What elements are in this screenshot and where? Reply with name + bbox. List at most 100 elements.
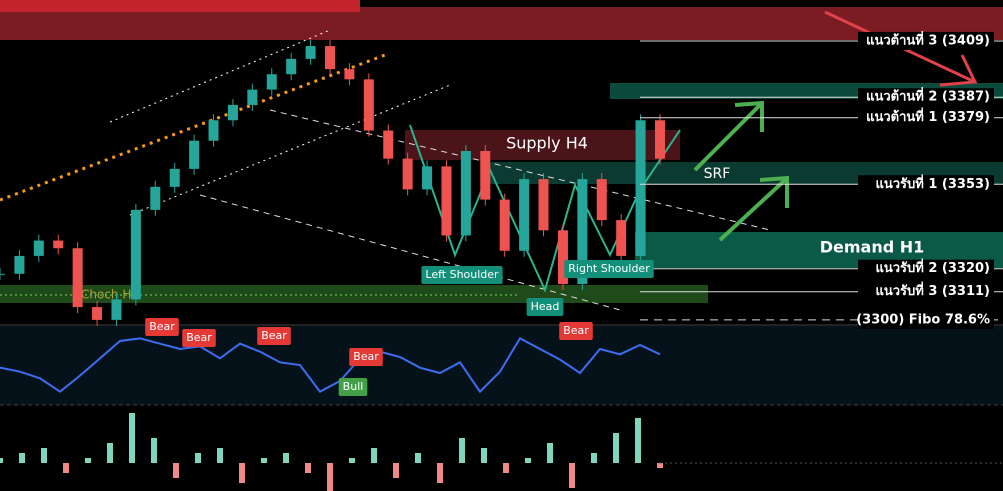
pattern-label-bg [526, 298, 564, 316]
supply-zone [405, 130, 680, 160]
zone-label: Supply H4 [506, 134, 588, 153]
candle [402, 158, 413, 190]
histogram-bar [0, 458, 3, 463]
signal-label-bg [257, 327, 291, 345]
signal-label-bg [559, 322, 593, 340]
signal-label: Bear [149, 320, 175, 333]
level-label: แนวต้านที่ 1 (3379) [866, 107, 990, 125]
candle [53, 240, 64, 249]
level-label: แนวต้านที่ 2 (3387) [866, 87, 990, 105]
channel-line [109, 29, 331, 123]
histogram-bar [547, 443, 553, 463]
candle [169, 168, 180, 187]
histogram-bar [305, 463, 311, 473]
candle [92, 307, 103, 320]
histogram-bar [503, 463, 509, 473]
signal-label-bg [349, 348, 383, 366]
candle [189, 140, 200, 169]
level-label-bg [858, 282, 994, 301]
resistance-zone-top [0, 0, 360, 12]
level-label: (3300) Fibo 78.6% [856, 312, 990, 327]
rsi-line [0, 337, 661, 394]
marks: แนวต้านที่ 3 (3409) แนวต้านที่ 2 (3387) แน… [0, 30, 1003, 491]
candle [383, 130, 394, 159]
channel-line [269, 109, 771, 231]
signal-label: Bear [353, 350, 379, 363]
candle [305, 46, 316, 59]
histogram-bar [459, 438, 465, 463]
candle [344, 69, 355, 80]
rsi-panel [0, 326, 1003, 405]
histogram-bar [151, 438, 157, 463]
candle [596, 179, 607, 221]
histogram-bar [19, 453, 25, 463]
candle [519, 179, 530, 251]
candle [286, 58, 297, 75]
signal-label: Bear [186, 331, 212, 344]
signal-label: Bear [261, 329, 287, 342]
candle [33, 240, 44, 256]
histogram-bar [107, 443, 113, 463]
candle [538, 179, 549, 231]
candle [499, 199, 510, 251]
histogram-bar [173, 463, 179, 478]
zone-label: SRF [704, 166, 731, 182]
histogram-bar [349, 458, 355, 463]
candle [150, 186, 161, 210]
candle [325, 46, 335, 70]
histogram-bar [591, 453, 597, 463]
histogram-bar [85, 458, 91, 463]
level-label-bg [858, 259, 994, 278]
histogram-bar [415, 453, 421, 463]
candle [0, 273, 5, 275]
histogram-bar [613, 433, 619, 463]
histogram-bar [393, 463, 399, 478]
arrow [718, 175, 789, 242]
candle [266, 74, 277, 90]
resistance-zone [0, 7, 1003, 40]
signal-label-bg [182, 329, 216, 347]
level-label-bg [858, 175, 994, 194]
pattern-label: Left Shoulder [425, 268, 499, 281]
candle [363, 79, 374, 131]
zone-label: Demand H1 [820, 238, 925, 257]
histogram-bar [195, 453, 201, 463]
pattern-label: Head [531, 300, 560, 313]
histogram-bar [635, 418, 641, 463]
level-label: แนวรับที่ 2 (3320) [875, 258, 990, 276]
candle [208, 120, 219, 141]
histogram-bar [239, 463, 245, 483]
histogram-bar [327, 463, 333, 491]
candle [441, 166, 452, 236]
candle [635, 120, 646, 256]
histogram-bar [437, 463, 443, 483]
level-label-bg [858, 310, 994, 329]
histogram-bar [283, 453, 289, 463]
histogram-bar [657, 463, 663, 468]
level-label-bg [858, 88, 994, 107]
candle [557, 230, 568, 285]
pattern-label: Right Shoulder [568, 262, 650, 275]
level-label: แนวต้านที่ 3 (3409) [866, 30, 990, 48]
candle [577, 179, 588, 285]
level-label-bg [858, 108, 994, 127]
candle [14, 255, 25, 274]
arrow [693, 100, 764, 172]
histogram-bar [371, 448, 377, 463]
candle [247, 89, 258, 105]
level-label-bg [858, 31, 994, 50]
signal-label: Bull [343, 380, 364, 393]
histogram-bar [569, 463, 575, 488]
candle [460, 150, 471, 236]
histogram-bar [63, 463, 69, 473]
level-label: แนวรับที่ 1 (3353) [875, 174, 990, 192]
signal-label-bg [338, 378, 368, 396]
candle [616, 220, 627, 256]
candle [130, 209, 141, 300]
signal-label-bg [145, 318, 179, 336]
level-label: แนวรับที่ 3 (3311) [875, 281, 990, 299]
candle [227, 104, 238, 121]
histogram-bar [261, 458, 267, 463]
histogram-bar [41, 448, 47, 463]
